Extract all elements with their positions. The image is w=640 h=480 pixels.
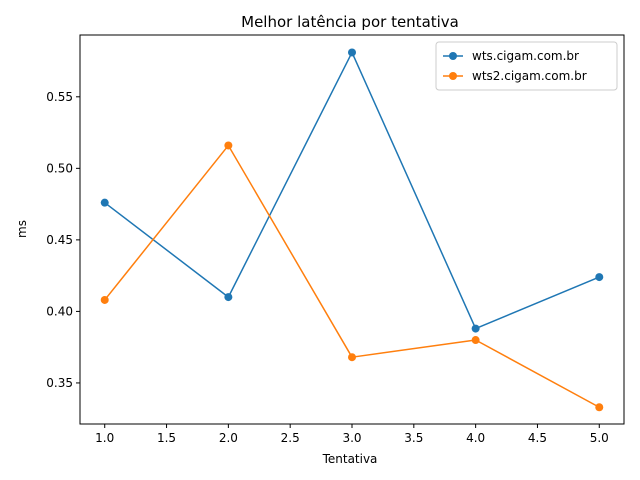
data-point-series-0 <box>471 324 480 333</box>
data-point-series-1 <box>595 403 604 412</box>
y-axis-ticks: 0.35 0.40 0.45 0.50 0.55 <box>46 90 80 390</box>
legend: wts.cigam.com.br wts2.cigam.com.br <box>435 41 618 91</box>
x-tick-label: 3.5 <box>404 431 423 445</box>
x-tick-label: 1.0 <box>95 431 114 445</box>
data-point-series-0 <box>224 293 233 302</box>
data-point-series-0 <box>100 198 109 207</box>
data-point-series-1 <box>224 141 233 150</box>
legend-label-wts2: wts2.cigam.com.br <box>472 69 587 83</box>
plot-frame <box>79 34 625 425</box>
y-tick-label: 0.55 <box>46 90 73 104</box>
x-tick-label: 5.0 <box>590 431 609 445</box>
legend-box <box>435 41 618 91</box>
x-tick-label: 4.0 <box>466 431 485 445</box>
y-tick-label: 0.45 <box>46 233 73 247</box>
data-point-series-0 <box>348 48 356 57</box>
x-tick-label: 1.5 <box>157 431 176 445</box>
y-tick-label: 0.40 <box>46 304 73 318</box>
data-point-series-1 <box>100 295 109 304</box>
y-tick-label: 0.50 <box>46 161 73 175</box>
y-tick-label: 0.35 <box>46 376 73 390</box>
x-tick-label: 4.5 <box>528 431 547 445</box>
data-point-series-1 <box>471 336 480 345</box>
x-tick-label: 2.5 <box>281 431 300 445</box>
x-tick-label: 3.0 <box>342 431 361 445</box>
chart-title: Melhor latência por tentativa <box>241 13 459 31</box>
x-tick-label: 2.0 <box>219 431 238 445</box>
x-axis-label: Tentativa <box>322 452 378 466</box>
y-axis-label: ms <box>15 220 29 238</box>
legend-marker-wts <box>449 52 457 60</box>
data-point-series-0 <box>595 273 604 282</box>
series-layer <box>100 48 604 412</box>
legend-label-wts: wts.cigam.com.br <box>472 49 579 63</box>
data-point-series-1 <box>348 353 356 362</box>
x-axis-ticks: 1.0 1.5 2.0 2.5 3.0 3.5 4.0 4.5 5.0 <box>95 424 609 445</box>
legend-marker-wts2 <box>449 72 457 80</box>
